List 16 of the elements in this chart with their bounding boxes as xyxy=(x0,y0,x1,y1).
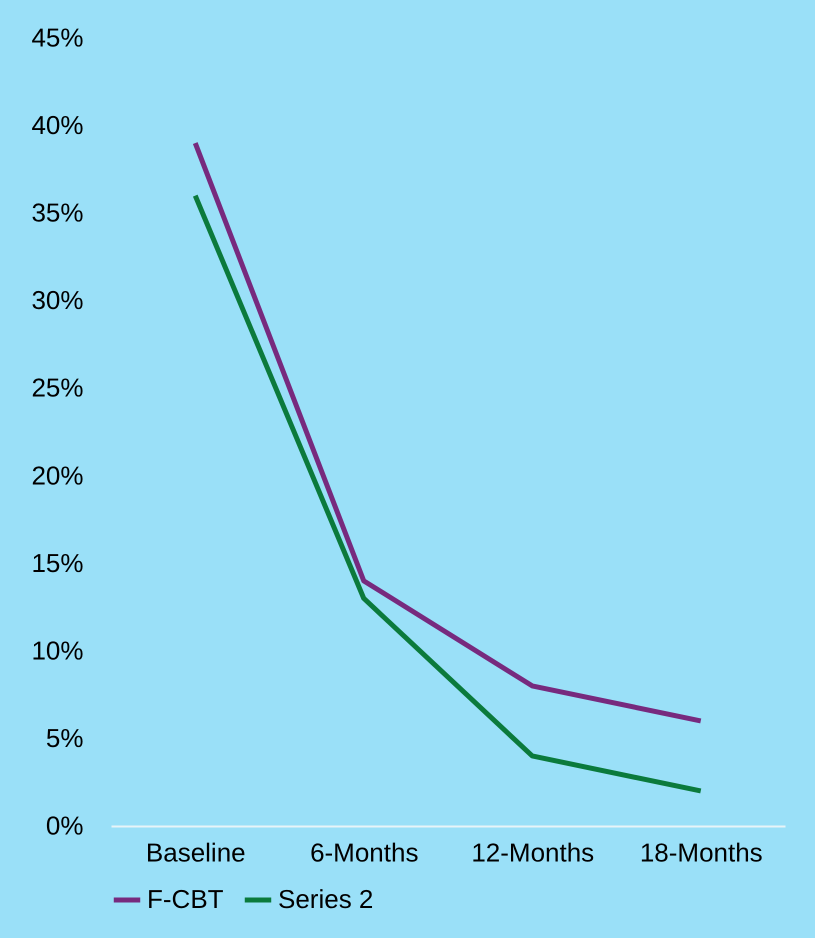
y-tick-label: 35% xyxy=(31,198,84,228)
x-tick-label: Baseline xyxy=(146,838,246,868)
y-tick-label: 0% xyxy=(46,810,84,840)
y-tick-label: 40% xyxy=(31,110,84,140)
y-tick-label: 15% xyxy=(31,548,84,578)
y-tick-label: 5% xyxy=(46,722,84,753)
legend-label: Series 2 xyxy=(278,884,374,914)
y-tick-label: 20% xyxy=(31,460,84,490)
y-tick-label: 10% xyxy=(31,635,84,666)
legend-label: F-CBT xyxy=(147,884,224,914)
y-tick-label: 30% xyxy=(31,285,84,316)
x-tick-label: 12-Months xyxy=(471,838,594,868)
y-tick-label: 25% xyxy=(31,372,84,403)
y-tick-label: 45% xyxy=(31,22,84,52)
x-tick-label: 18-Months xyxy=(640,838,763,868)
x-tick-label: 6-Months xyxy=(310,838,418,868)
